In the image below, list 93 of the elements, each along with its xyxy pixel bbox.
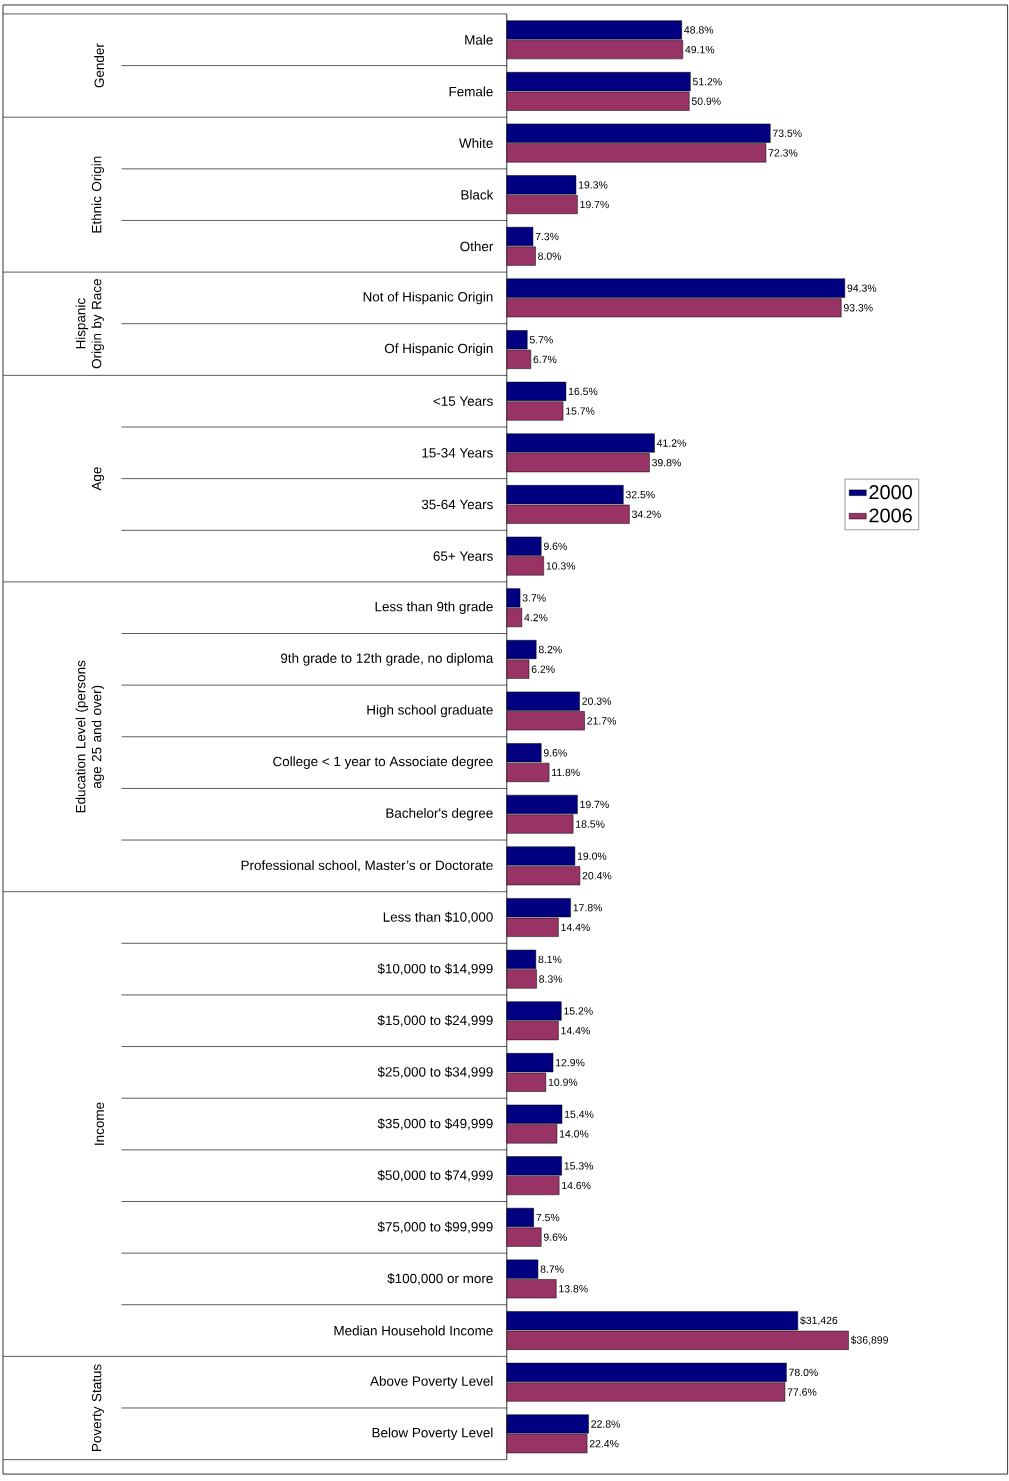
y-tick-label: Median Household Income: [334, 1325, 493, 1336]
y-tick-label: College < 1 year to Associate degree: [273, 756, 493, 769]
data-label: 15.3%: [564, 1162, 594, 1170]
y-tick-label: Other: [460, 241, 494, 252]
data-label: 8.3%: [539, 975, 563, 983]
text: Gender: [94, 43, 105, 88]
y-tick-label: Female: [449, 86, 493, 97]
y-tick-label: $75,000 to $99,999: [377, 1221, 493, 1234]
y-tick-label: $10,000 to $14,999: [377, 963, 493, 975]
data-label: 49.1%: [685, 45, 715, 54]
data-label: 93.3%: [844, 304, 873, 312]
data-label: 8.1%: [538, 955, 562, 964]
y-tick-label: $100,000 or more: [387, 1273, 493, 1285]
data-label: 6.7%: [533, 355, 557, 364]
data-label: 19.0%: [578, 852, 607, 860]
y-tick-label: Less than $10,000: [384, 911, 493, 924]
y-tick-label: Professional school, Master’s or Doctorate: [241, 860, 493, 872]
text: Hispanic Origin by Race: [75, 279, 105, 369]
y-tick-label: 35-64 Years: [422, 499, 494, 510]
data-label: 19.7%: [580, 200, 610, 209]
data-label: 11.8%: [552, 768, 580, 777]
data-label: 9.6%: [544, 749, 568, 757]
text: Poverty Status: [92, 1364, 105, 1451]
y-tick-label: Not of Hispanic Origin: [363, 291, 493, 305]
data-label: 15.7%: [566, 407, 595, 415]
data-label: 19.7%: [580, 800, 610, 809]
y-tick-label: White: [459, 138, 493, 148]
y-tick-label: $15,000 to $24,999: [377, 1014, 493, 1027]
text: Education Level (persons age 25 and over): [75, 660, 105, 813]
y-tick-label: $25,000 to $34,999: [377, 1066, 493, 1079]
data-label: 18.5%: [576, 820, 605, 828]
y-tick-label: Bachelor's degree: [386, 807, 493, 821]
data-label: 14.0%: [560, 1130, 589, 1138]
text: Ethnic Origin: [91, 156, 105, 233]
data-label: 13.8%: [559, 1285, 588, 1293]
data-label: 8.7%: [540, 1265, 564, 1273]
legend-label: 2000: [869, 485, 913, 500]
data-label: 9.6%: [544, 542, 568, 550]
data-label: 9.6%: [544, 1233, 568, 1241]
data-label: 16.5%: [569, 387, 598, 396]
legend-label: 2006: [869, 508, 913, 523]
y-tick-label: High school graduate: [367, 704, 493, 718]
data-label: 50.9%: [692, 97, 721, 105]
data-label: 48.8%: [684, 26, 714, 34]
data-label: 7.3%: [535, 232, 559, 241]
data-label: 20.3%: [582, 697, 612, 705]
data-label: 10.9%: [549, 1078, 578, 1086]
y-tick-label: 65+ Years: [433, 551, 494, 561]
data-label: 8.2%: [539, 645, 563, 654]
data-label: 4.2%: [524, 613, 548, 622]
data-label: 94.3%: [847, 284, 877, 292]
y-tick-label: $35,000 to $49,999: [377, 1118, 493, 1130]
y-tick-label: Less than 9th grade: [375, 601, 493, 614]
data-label: 15.2%: [564, 1007, 593, 1015]
data-label: 20.4%: [582, 872, 612, 880]
data-label: 14.4%: [561, 923, 591, 931]
y-tick-label: Of Hispanic Origin: [385, 343, 493, 356]
data-label: $36,899: [850, 1335, 889, 1345]
data-label: 7.5%: [536, 1213, 560, 1222]
data-label: 19.3%: [579, 181, 608, 189]
data-label: 15.4%: [565, 1110, 594, 1118]
text: Income: [94, 1102, 105, 1145]
y-tick-label: <15 Years: [433, 396, 494, 406]
data-label: 77.6%: [787, 1388, 817, 1396]
data-label: 8.0%: [538, 252, 562, 260]
data-label: $31,426: [800, 1316, 838, 1326]
data-label: 12.9%: [556, 1058, 585, 1067]
data-label: 5.7%: [530, 336, 554, 344]
y-tick-label: $50,000 to $74,999: [377, 1169, 493, 1182]
data-label: 73.5%: [773, 129, 802, 137]
y-tick-label: 9th grade to 12th grade, no diploma: [281, 653, 494, 666]
y-tick-label: 15-34 Years: [422, 448, 494, 458]
text: Age: [92, 467, 105, 491]
data-label: 22.4%: [590, 1439, 619, 1448]
data-label: 3.7%: [522, 594, 546, 602]
data-label: 34.2%: [632, 510, 662, 518]
y-tick-label: Black: [461, 189, 494, 200]
data-label: 10.3%: [546, 562, 576, 570]
data-label: 14.4%: [561, 1026, 591, 1035]
y-tick-label: Above Poverty Level: [370, 1375, 493, 1389]
data-label: 32.5%: [626, 490, 655, 499]
data-label: 41.2%: [657, 439, 687, 447]
y-tick-label: Below Poverty Level: [372, 1427, 493, 1441]
y-tick-label: Male: [465, 34, 493, 45]
data-label: 6.2%: [531, 665, 555, 673]
data-label: 39.8%: [652, 458, 682, 467]
data-label: 72.3%: [768, 149, 798, 157]
data-label: 78.0%: [789, 1368, 819, 1377]
data-label: 17.8%: [573, 904, 603, 912]
data-label: 21.7%: [587, 717, 617, 725]
data-label: 51.2%: [693, 77, 722, 86]
data-label: 22.8%: [591, 1420, 621, 1428]
data-label: 14.6%: [562, 1181, 591, 1190]
